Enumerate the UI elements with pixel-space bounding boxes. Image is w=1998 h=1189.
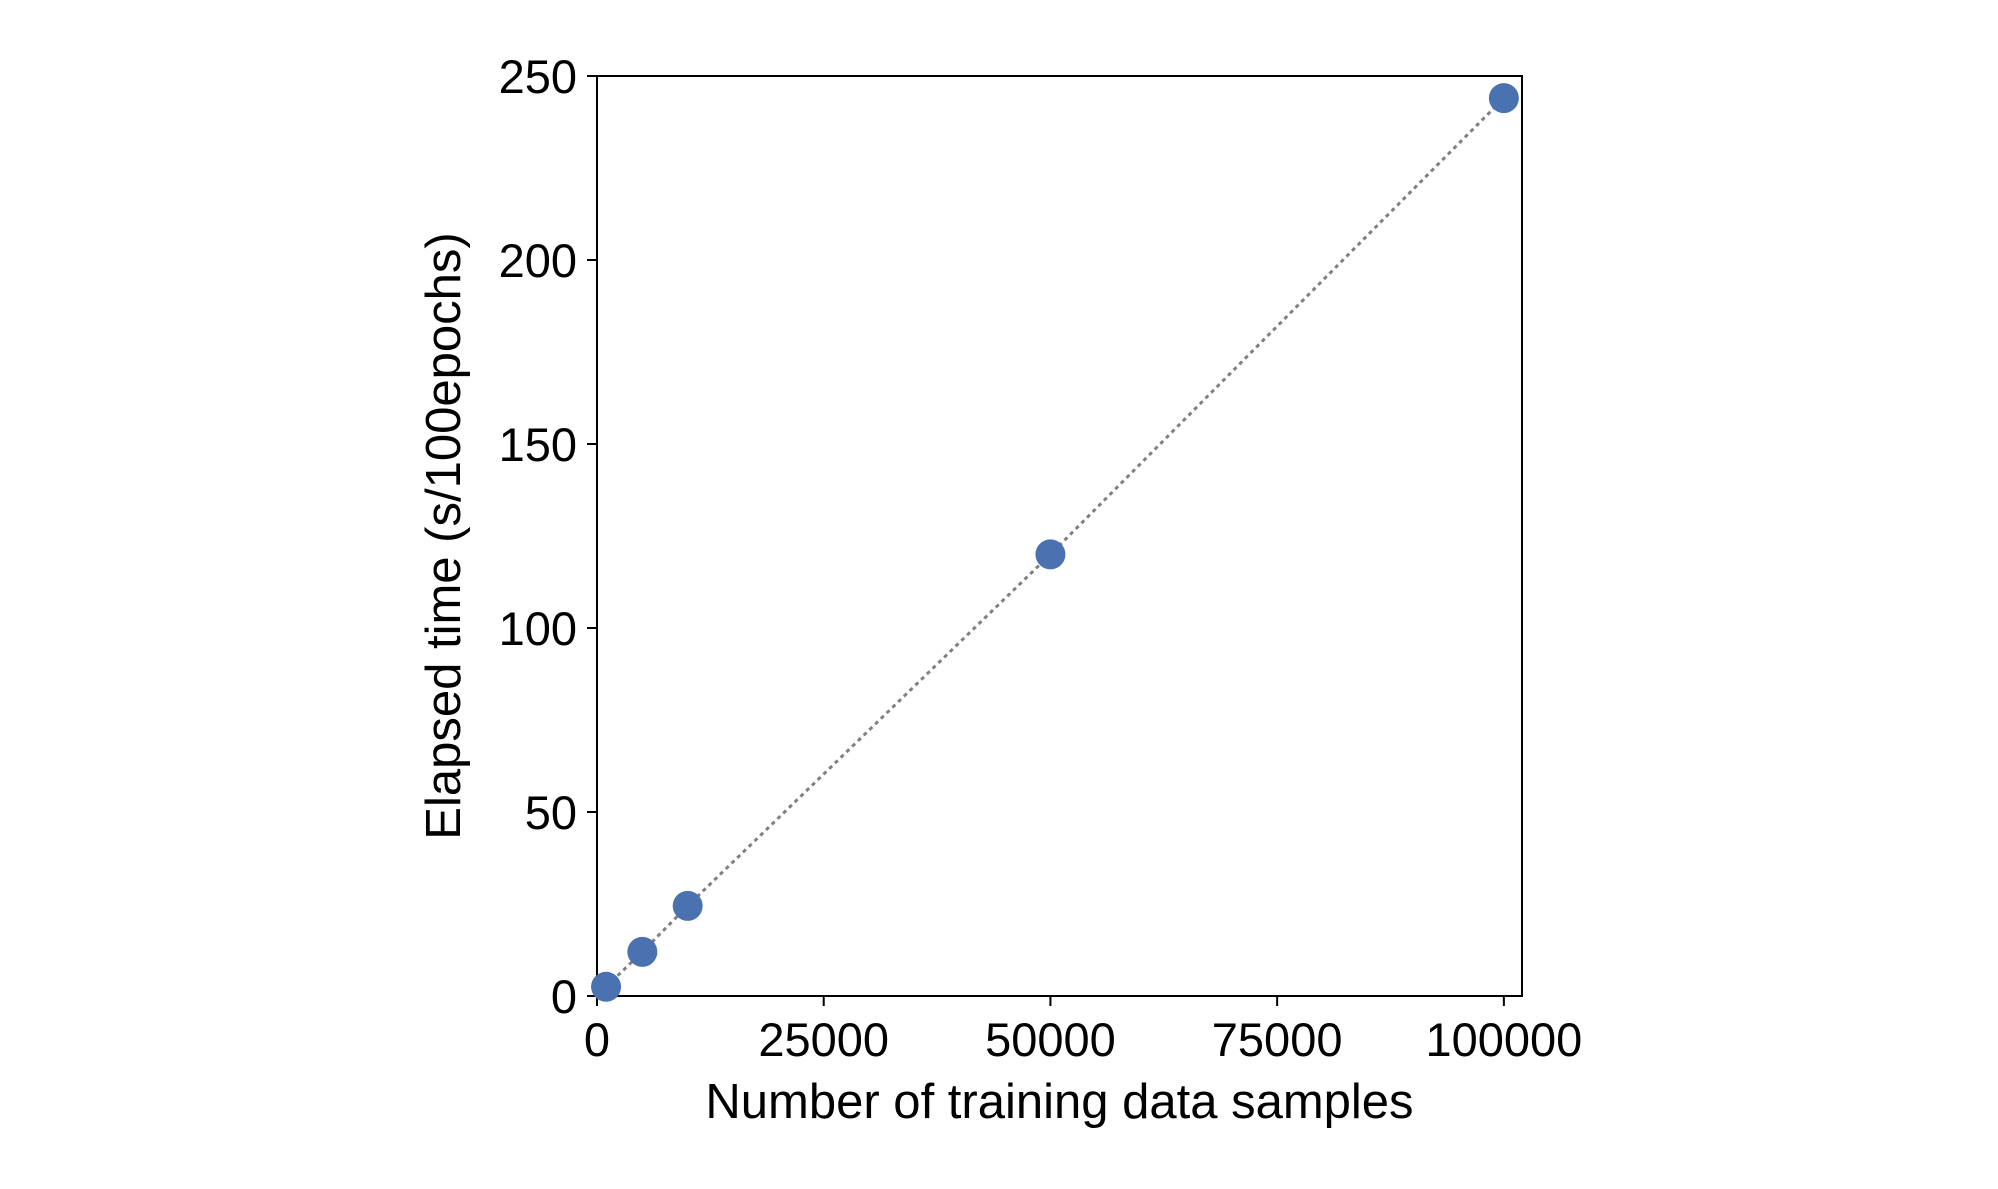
x-axis-label: Number of training data samples: [705, 1075, 1413, 1129]
data-point: [1488, 83, 1519, 114]
x-tick-label: 75000: [1212, 1013, 1343, 1066]
series: [591, 83, 1519, 1002]
axes: [596, 75, 1523, 997]
data-point: [627, 936, 658, 967]
y-tick-label: 150: [499, 418, 577, 471]
y-tick-label: 250: [499, 50, 577, 103]
x-tick-label: 0: [584, 1013, 610, 1066]
data-point: [591, 971, 622, 1002]
ticks: 0 25000 50000 75000 100000 0 50 100 150 200 250: [499, 50, 1583, 1066]
y-tick-label: 50: [525, 786, 577, 839]
x-tick-label: 25000: [758, 1013, 889, 1066]
y-tick-label: 100: [499, 602, 577, 655]
x-tick-label: 50000: [985, 1013, 1116, 1066]
plot-frame: [596, 75, 1523, 997]
y-axis-label: Elapsed time (s/100epochs): [417, 232, 471, 839]
data-point: [672, 890, 703, 921]
y-tick-label: 0: [551, 970, 577, 1023]
x-tick-label: 100000: [1425, 1013, 1582, 1066]
y-tick-label: 200: [499, 234, 577, 287]
data-point: [1035, 539, 1066, 570]
